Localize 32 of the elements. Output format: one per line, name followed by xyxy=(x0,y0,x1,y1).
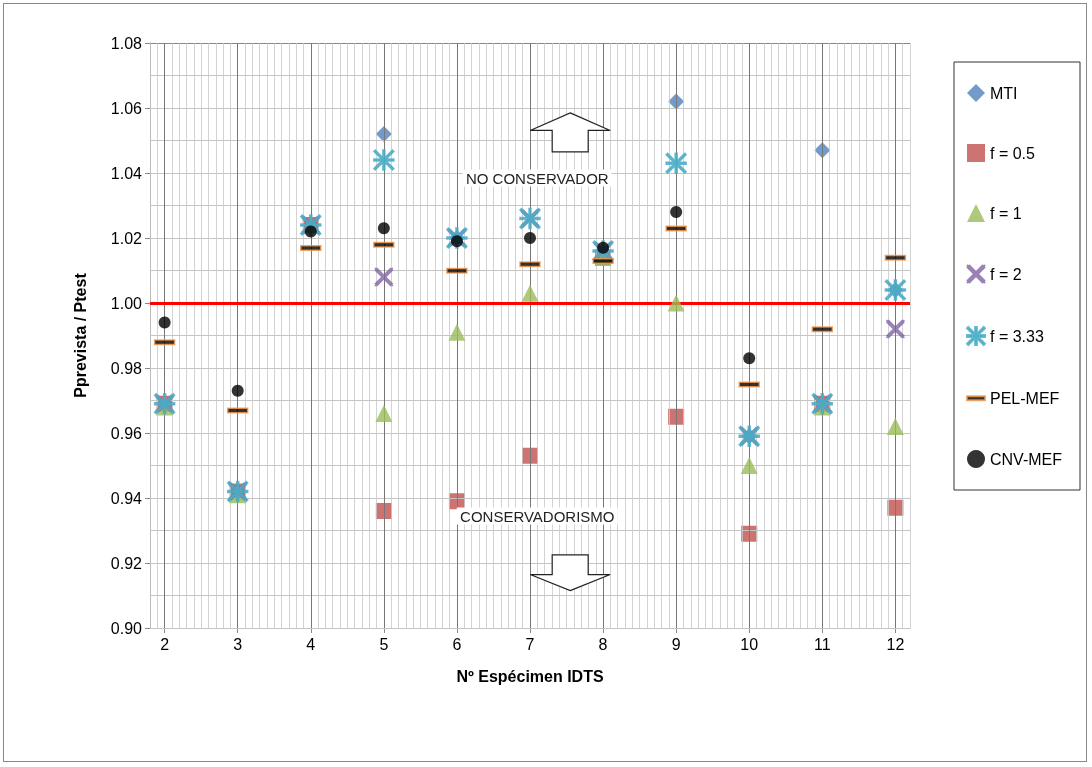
x-tick-label: 3 xyxy=(233,635,243,653)
y-tick-label: 1.08 xyxy=(110,34,143,52)
annotation: CONSERVADORISMO xyxy=(457,507,618,525)
y-tick-label: 0.98 xyxy=(110,359,143,377)
x-tick-label: 7 xyxy=(525,635,535,653)
y-tick-label: 0.92 xyxy=(110,554,143,572)
x-tick-label: 5 xyxy=(379,635,389,653)
legend-label: f = 0.5 xyxy=(990,144,1036,162)
x-tick-label: 10 xyxy=(740,635,759,653)
y-tick-label: 1.04 xyxy=(110,164,143,182)
y-tick-label: 1.06 xyxy=(110,99,143,117)
y-tick-label: 0.96 xyxy=(110,424,143,442)
y-tick-label: 1.02 xyxy=(110,229,143,247)
x-tick-label: 6 xyxy=(452,635,462,653)
x-tick-label: 2 xyxy=(160,635,170,653)
legend-label: CNV-MEF xyxy=(990,450,1063,468)
y-tick-label: 1.00 xyxy=(110,294,143,312)
y-tick-label: 0.90 xyxy=(110,619,143,637)
x-tick-label: 12 xyxy=(886,635,905,653)
legend-label: f = 2 xyxy=(990,265,1022,283)
x-tick-label: 8 xyxy=(598,635,608,653)
x-tick-label: 11 xyxy=(814,635,831,653)
legend-label: PEL-MEF xyxy=(990,389,1060,407)
legend-label: f = 1 xyxy=(990,204,1022,222)
annotation: NO CONSERVADOR xyxy=(462,169,612,187)
y-axis-title: Pprevista / Ptest xyxy=(71,272,89,398)
legend-label: MTI xyxy=(990,84,1018,102)
x-tick-label: 9 xyxy=(671,635,681,653)
y-tick-label: 0.94 xyxy=(110,489,143,507)
legend-label: f = 3.33 xyxy=(990,327,1044,345)
x-tick-label: 4 xyxy=(306,635,316,653)
x-axis-title: Nº Espécimen IDTS xyxy=(456,667,604,685)
